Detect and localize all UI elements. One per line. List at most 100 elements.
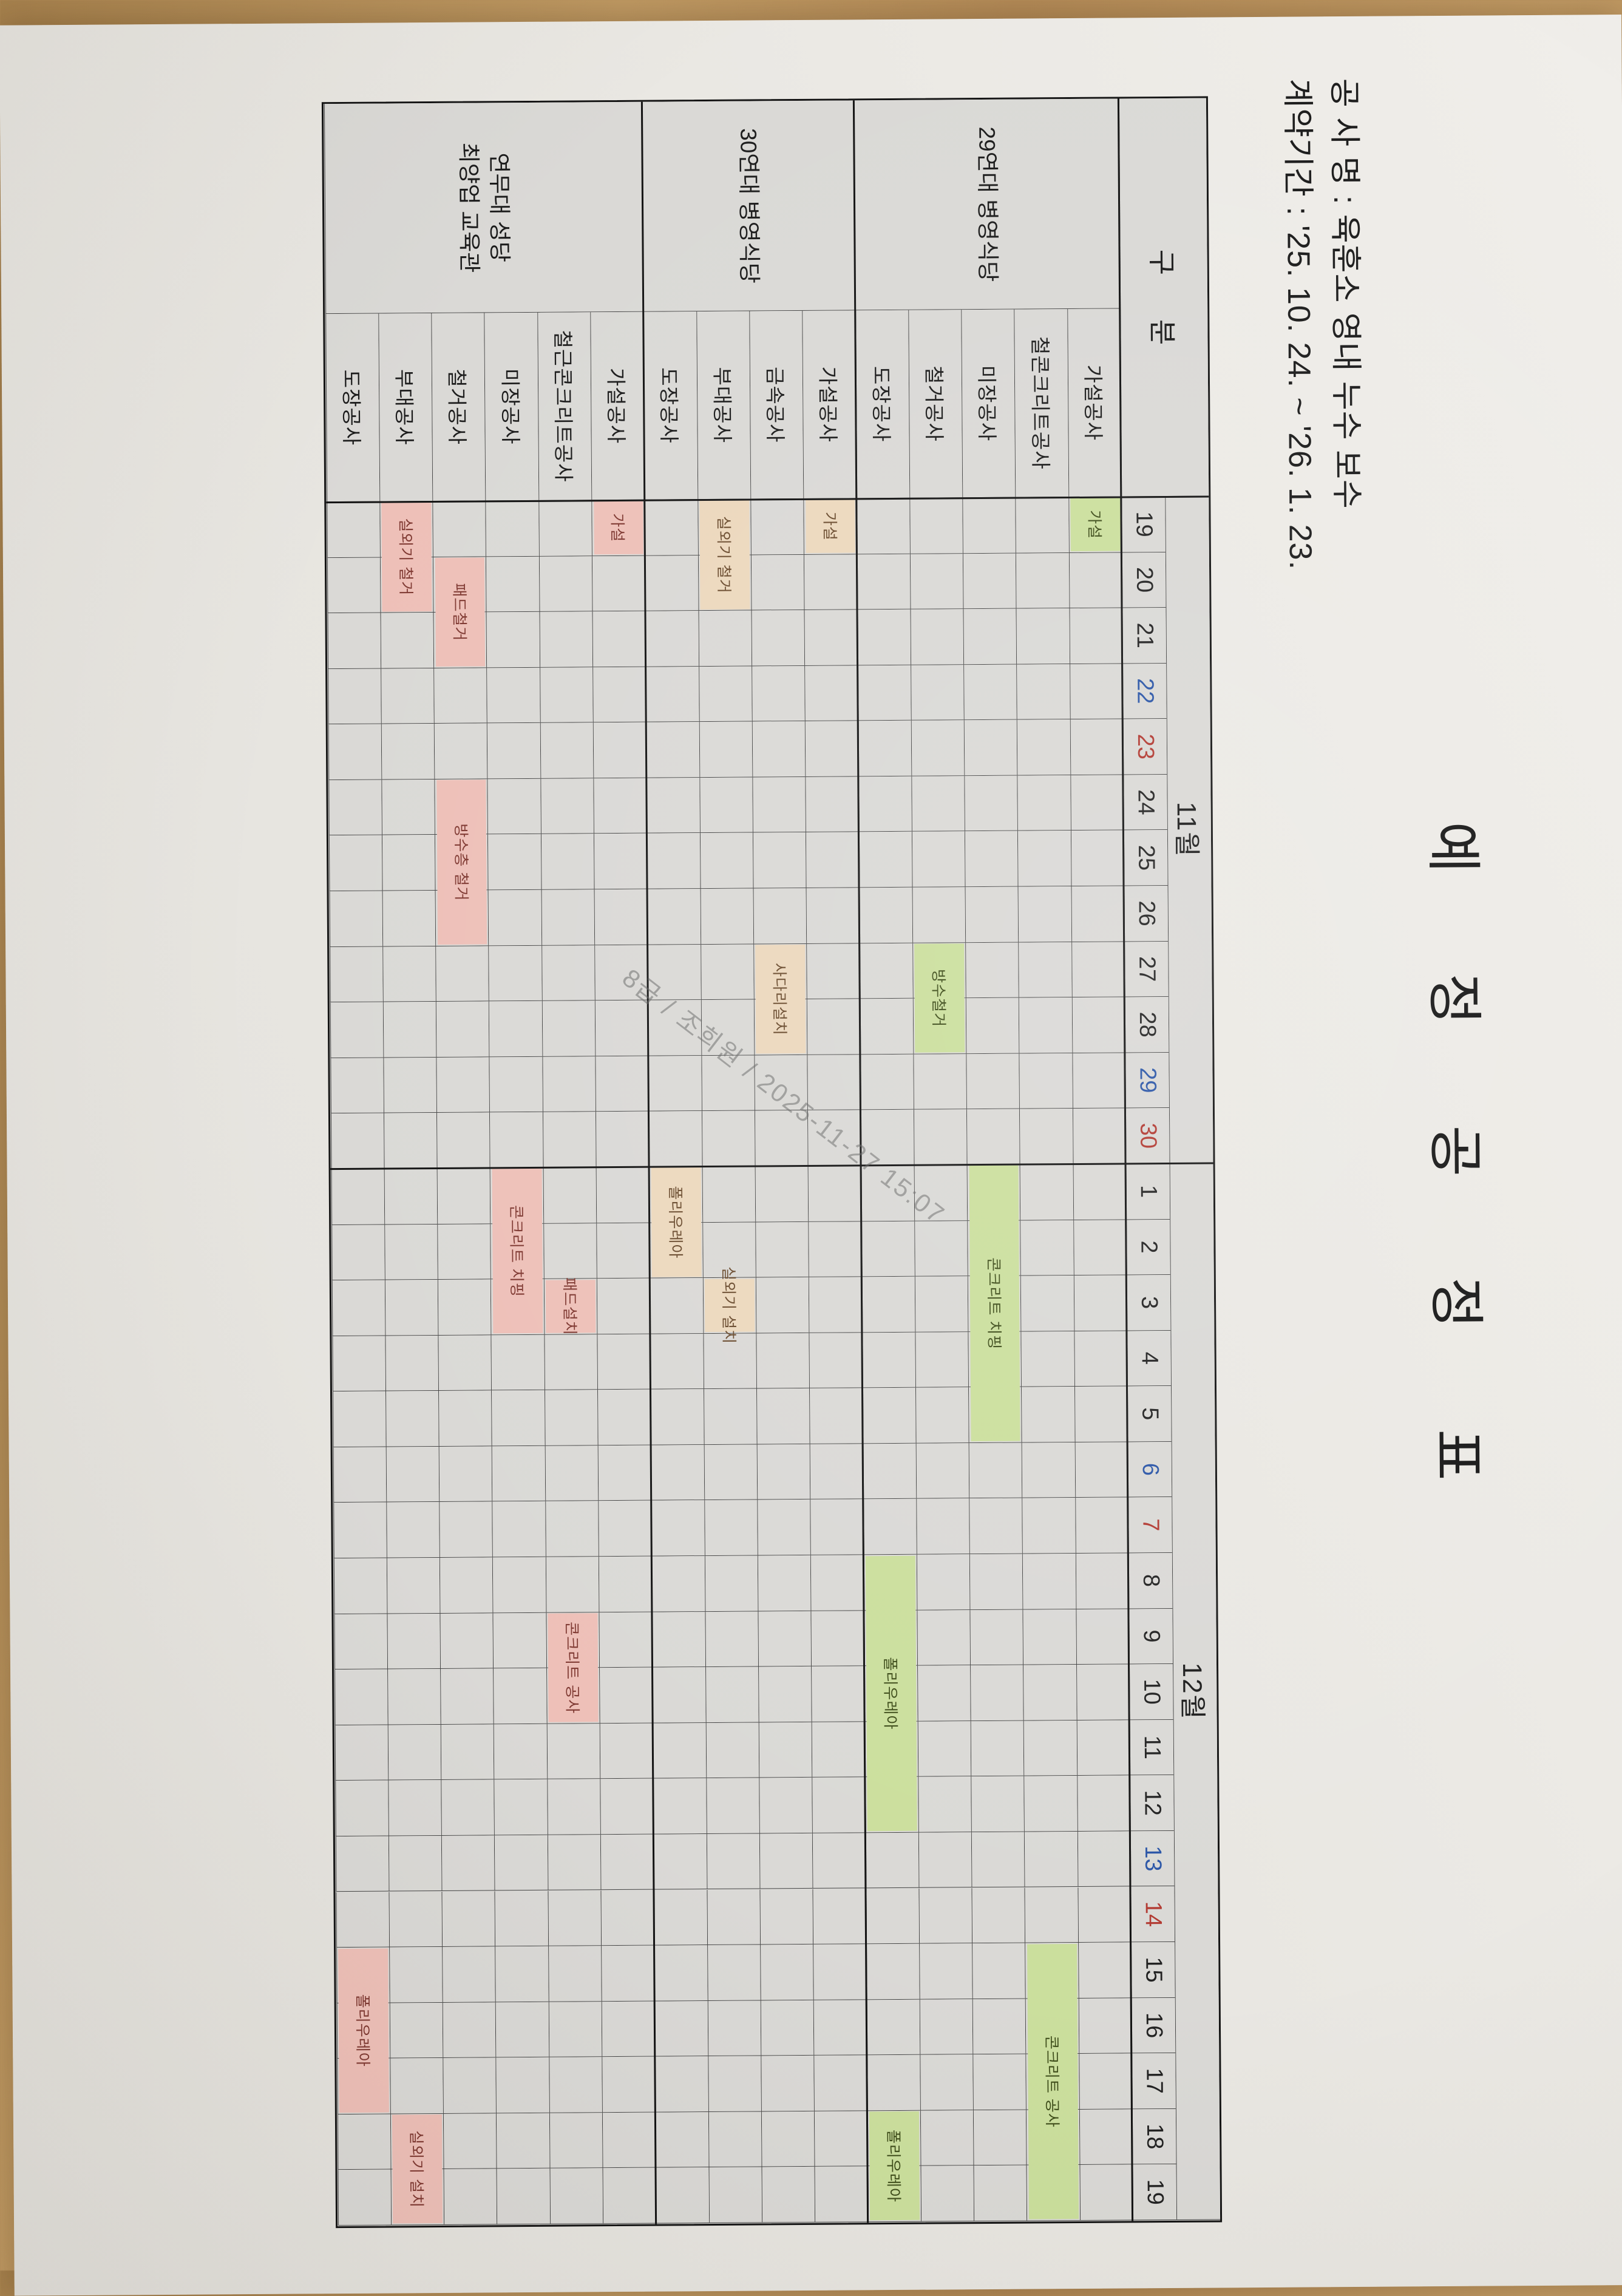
grid-cell	[439, 1612, 494, 1669]
grid-cell	[1068, 552, 1122, 609]
grid-cell	[1017, 775, 1071, 832]
grid-cell	[646, 889, 701, 945]
grid-cell	[495, 2057, 549, 2114]
grid-cell	[916, 1554, 970, 1611]
grid-cell	[863, 1499, 917, 1555]
grid-cell	[644, 500, 698, 556]
grid-cell	[968, 1442, 1022, 1499]
grid-cell	[804, 721, 858, 777]
grid-cell	[698, 666, 752, 722]
grid-cell	[331, 1169, 384, 1225]
grid-cell	[602, 2112, 656, 2169]
grid-cell	[813, 1999, 867, 2056]
grid-cell	[443, 2169, 497, 2225]
grid-cell	[548, 2001, 602, 2058]
grid-cell	[865, 1888, 919, 1944]
grid-cell	[388, 1780, 441, 1836]
grid-cell	[597, 1389, 651, 1446]
grid-cell	[917, 1609, 971, 1666]
grid-cell	[862, 1388, 916, 1444]
grid-cell	[433, 668, 487, 724]
grid-cell	[645, 555, 699, 611]
grid-cell	[970, 1665, 1024, 1721]
grid-cell	[704, 1500, 758, 1557]
grid-cell	[433, 723, 487, 779]
date-header-cell: 19	[1121, 497, 1166, 553]
grid-cell	[331, 1224, 385, 1281]
grid-cell	[653, 1833, 707, 1890]
grid-cell	[382, 946, 436, 1002]
grid-cell	[808, 1221, 862, 1278]
grid-cell	[492, 1557, 546, 1613]
grid-cell	[494, 1724, 547, 1780]
grid-cell	[492, 1445, 545, 1502]
grid-cell	[1017, 830, 1071, 887]
grid-cell	[648, 1055, 702, 1112]
grid-cell	[600, 1890, 654, 1946]
grid-cell	[1073, 1219, 1127, 1276]
grid-cell	[601, 2001, 655, 2057]
grid-cell	[544, 1390, 598, 1446]
grid-cell	[965, 942, 1019, 999]
task-label-cell: 철콘크리트공사	[1014, 309, 1068, 498]
grid-cell	[755, 1166, 809, 1223]
grid-cell	[758, 1722, 812, 1778]
grid-cell	[814, 2166, 868, 2223]
grid-cell	[1074, 1442, 1128, 1498]
grid-cell	[699, 721, 753, 778]
grid-cell	[596, 1223, 650, 1279]
grid-cell	[918, 1887, 972, 1944]
month-header-cell: 12월	[1169, 1163, 1221, 2220]
grid-cell	[652, 1667, 706, 1724]
grid-cell	[910, 609, 964, 665]
grid-cell	[756, 1388, 810, 1445]
grid-cell	[699, 832, 753, 889]
gantt-bar: 폴리우레아	[651, 1167, 702, 1277]
grid-cell	[387, 1724, 441, 1781]
grid-cell	[810, 1555, 864, 1611]
grid-cell	[705, 1611, 758, 1668]
month-header-cell: 11월	[1165, 496, 1213, 1164]
grid-cell	[384, 1280, 438, 1336]
grid-cell	[443, 2113, 497, 2170]
grid-cell	[963, 719, 1017, 776]
grid-cell	[1078, 1998, 1132, 2054]
grid-cell	[651, 1556, 705, 1612]
grid-cell	[963, 608, 1017, 665]
grid-cell	[487, 723, 541, 779]
grid-cell	[593, 778, 647, 834]
grid-cell	[806, 832, 860, 888]
grid-cell	[441, 1890, 495, 1948]
grid-cell	[812, 1777, 866, 1833]
grid-cell	[383, 1113, 437, 1169]
date-header-cell: 1	[1125, 1163, 1170, 1220]
document-page: 예 정 공 정 표 공 사 명 : 육훈소 영내 누수 보수 계약기간 : '2…	[0, 15, 1622, 2296]
gantt-bar: 패드설치	[545, 1277, 596, 1336]
grid-cell	[1021, 1442, 1075, 1499]
grid-cell	[812, 1888, 866, 1944]
grid-cell	[653, 1889, 707, 1946]
grid-cell	[437, 1223, 491, 1280]
grid-cell	[549, 2113, 603, 2169]
task-label-cell: 철거공사	[431, 313, 486, 502]
grid-cell	[436, 1112, 490, 1169]
grid-cell	[494, 1779, 548, 1836]
grid-cell	[1019, 1053, 1073, 1109]
gantt-bar: 가설	[1070, 497, 1121, 552]
grid-cell	[436, 1168, 490, 1224]
grid-cell	[971, 1887, 1025, 1944]
grid-cell	[382, 891, 436, 947]
date-header-cell: 16	[1131, 1997, 1176, 2054]
grid-cell	[485, 500, 539, 557]
grid-cell	[600, 1834, 654, 1890]
task-label-cell: 가설공사	[590, 311, 645, 501]
grid-cell	[752, 776, 806, 833]
task-label-cell: 가설공사	[1067, 308, 1122, 498]
grid-cell	[435, 946, 489, 1002]
grid-cell	[327, 613, 381, 669]
gantt-bar: 콘크리트 치핑	[492, 1169, 543, 1334]
grid-cell	[1072, 1053, 1125, 1109]
grid-cell	[806, 943, 860, 1000]
grid-cell	[331, 1336, 385, 1392]
